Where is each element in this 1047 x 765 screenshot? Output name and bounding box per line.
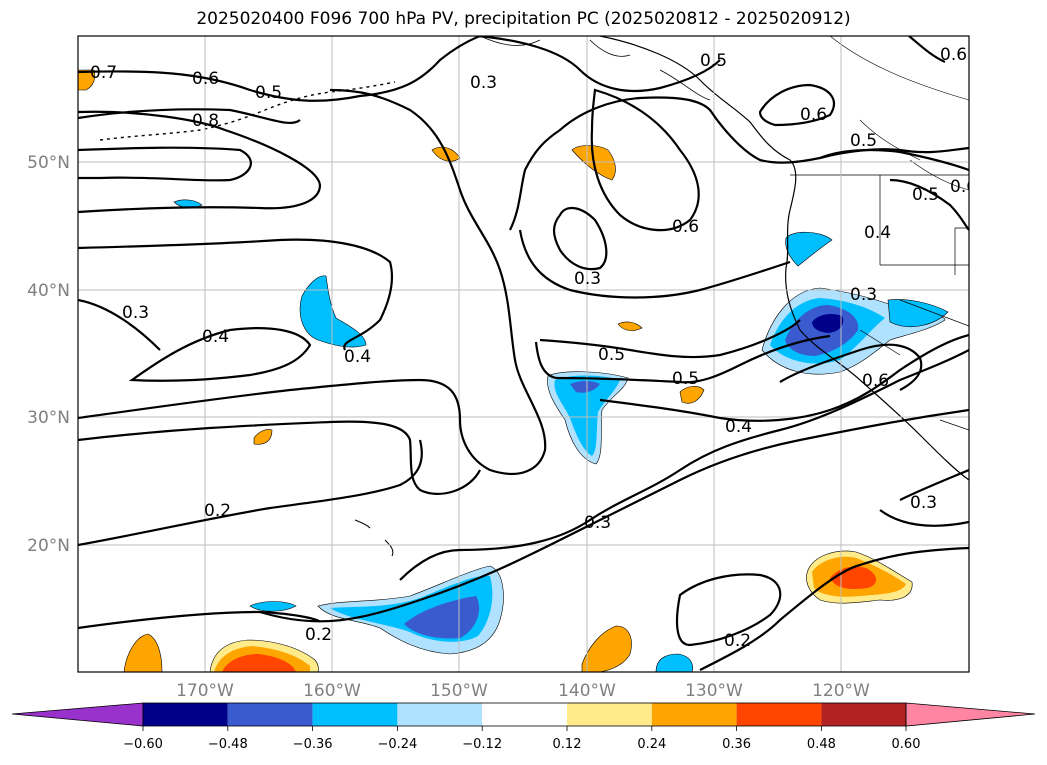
lon-label: 150°W (430, 681, 488, 701)
latitude-labels: 50°N 40°N 30°N 20°N (27, 153, 70, 556)
colorbar-tick-label: 0.36 (722, 737, 751, 752)
colorbar-segment (312, 703, 398, 726)
lon-label: 120°W (812, 681, 870, 701)
colorbar-segment (821, 703, 907, 726)
precip-negative-west (299, 275, 367, 348)
contour-label: 0.5 (850, 131, 877, 151)
precip-negative-small-west (173, 199, 203, 209)
precip-positive-sw-corner (123, 633, 163, 672)
lon-label: 140°W (558, 681, 616, 701)
colorbar-tick-label: 0.24 (637, 737, 666, 752)
colorbar-tick-label: −0.60 (123, 737, 163, 752)
precip-negative-south-small (249, 601, 297, 612)
contour-label: 0.3 (584, 513, 611, 533)
contour-label: 0.7 (90, 63, 117, 83)
colorbar-segment (567, 703, 652, 726)
lat-label: 40°N (27, 281, 70, 301)
contour-label: 0.3 (574, 269, 601, 289)
contour-label: 0.3 (122, 303, 149, 323)
contour-label: 0.4 (864, 223, 891, 243)
contour-label: 0.8 (192, 111, 219, 131)
lat-label: 30°N (27, 408, 70, 428)
precip-positive-small-1 (253, 429, 273, 445)
colorbar-segment (482, 703, 567, 726)
contour-label: 0.6 (672, 217, 699, 237)
colorbar-tick-labels: −0.60 −0.48 −0.36 −0.24 −0.12 0.12 0.24 … (123, 737, 920, 752)
precip-positive-south-center (581, 625, 632, 672)
contour-label: 0.5 (672, 369, 699, 389)
map-area: 0.7 0.6 0.5 0.8 0.3 0.5 0.6 0.6 0.5 0.6 … (78, 36, 977, 672)
contour-label: 0.5 (700, 51, 727, 71)
colorbar-ticks (142, 726, 907, 731)
colorbar-frame (142, 702, 907, 727)
colorbar-segment (736, 703, 822, 726)
longitude-labels: 170°W 160°W 150°W 140°W 130°W 120°W (176, 681, 870, 701)
precip-positive-southwest-3 (222, 654, 296, 672)
contour-label: 0.6 (192, 69, 219, 89)
colorbar-tick-label: 0.48 (807, 737, 836, 752)
contour-label: 0.2 (204, 501, 231, 521)
contour-label: 0.6 (950, 177, 977, 197)
precip-negative-central-3 (570, 381, 600, 393)
contour-label: 0.5 (255, 83, 282, 103)
precip-positive-small-3 (679, 386, 705, 404)
contour-label: 0.6 (940, 45, 967, 65)
colorbar-tick-label: 0.12 (553, 737, 582, 752)
precip-negative-oregon (785, 231, 833, 267)
colorbar-segment (397, 703, 483, 726)
precip-positive-small-2 (617, 321, 643, 331)
colorbar-tick-label: −0.12 (462, 737, 502, 752)
pv-contours (78, 36, 969, 671)
contour-label: 0.6 (862, 371, 889, 391)
map-title: 2025020400 F096 700 hPa PV, precipitatio… (196, 9, 851, 29)
contour-label: 0.4 (202, 327, 229, 347)
colorbar-extend-high (905, 702, 1036, 727)
precip-negative-east (887, 299, 949, 328)
colorbar-segment (143, 703, 228, 726)
contour-label: 0.6 (800, 105, 827, 125)
colorbar-tick-label: 0.60 (892, 737, 921, 752)
precip-negative-south-corner (655, 653, 693, 672)
lon-label: 130°W (685, 681, 743, 701)
lat-label: 20°N (27, 536, 70, 556)
colorbar-segment (651, 703, 737, 726)
contour-label: 0.3 (850, 285, 877, 305)
contour-label: 0.3 (910, 493, 937, 513)
lon-label: 170°W (176, 681, 234, 701)
colorbar-segment (227, 703, 313, 726)
map-frame (77, 35, 970, 673)
contour-label: 0.3 (470, 73, 497, 93)
contour-label: 0.4 (344, 347, 371, 367)
contour-labels: 0.7 0.6 0.5 0.8 0.3 0.5 0.6 0.6 0.5 0.6 … (90, 45, 977, 651)
lon-label: 160°W (303, 681, 361, 701)
colorbar-extend-low (11, 702, 144, 727)
precip-negative-california-4 (812, 314, 844, 333)
colorbar-tick-label: −0.24 (377, 737, 417, 752)
colorbar-tick-label: −0.36 (293, 737, 333, 752)
precip-positive-corner (78, 69, 96, 91)
contour-label: 0.4 (725, 417, 752, 437)
contour-label: 0.2 (305, 625, 332, 645)
lat-label: 50°N (27, 153, 70, 173)
contour-label: 0.5 (598, 345, 625, 365)
precip-shading (78, 69, 949, 672)
contour-label: 0.2 (724, 631, 751, 651)
colorbar: −0.60 −0.48 −0.36 −0.24 −0.12 0.12 0.24 … (11, 702, 1036, 752)
contour-label: 0.5 (912, 185, 939, 205)
colorbar-tick-label: −0.48 (208, 737, 248, 752)
precip-negative-south-3 (404, 596, 480, 639)
